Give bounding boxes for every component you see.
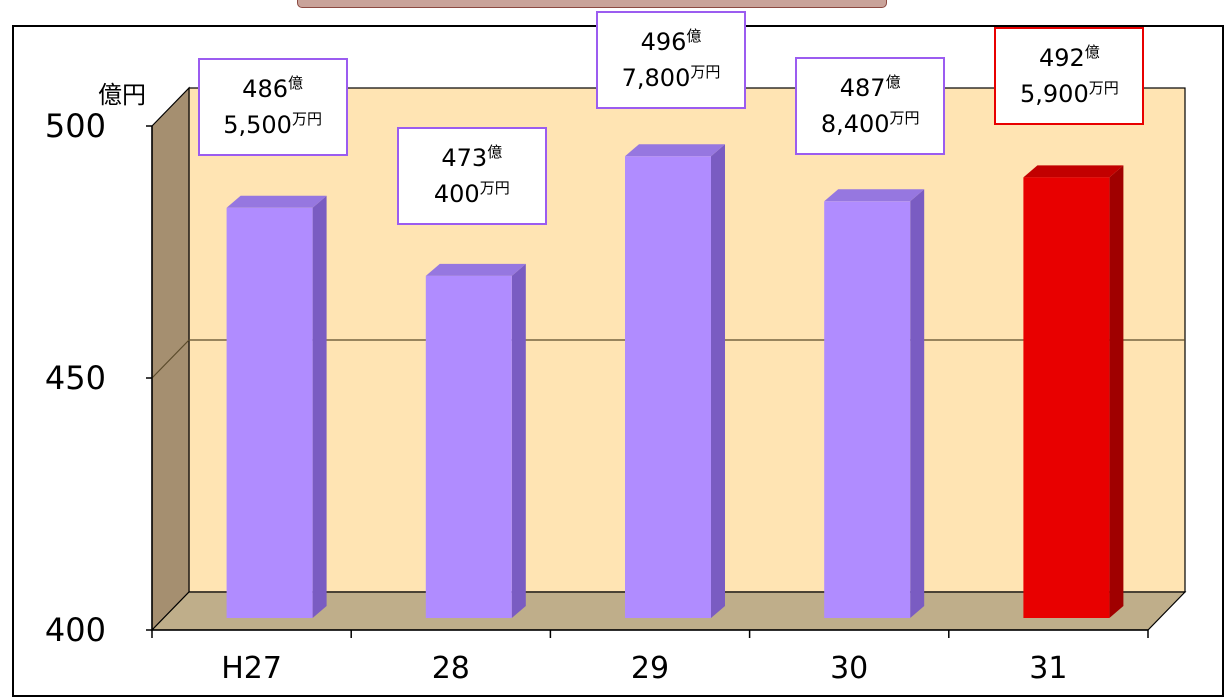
bar-side — [711, 144, 725, 618]
y-tick-label: 450 — [45, 359, 106, 397]
data-label: 487億 8,400万円 — [795, 57, 946, 155]
man-unit: 万円 — [690, 63, 721, 81]
data-label-oku: 496億 — [598, 24, 744, 60]
bar-top — [824, 189, 925, 202]
data-label-oku: 487億 — [797, 70, 943, 106]
oku-unit: 億 — [487, 143, 503, 161]
bar — [226, 195, 327, 618]
oku-unit: 億 — [686, 27, 702, 45]
bar-top — [625, 144, 725, 157]
oku-unit: 億 — [1084, 43, 1100, 61]
bar-front — [824, 201, 911, 618]
bar-highlighted — [1023, 165, 1124, 618]
bar — [425, 263, 526, 618]
data-label-man: 5,900万円 — [996, 76, 1142, 112]
bar-front — [625, 156, 711, 618]
bar-side — [910, 189, 925, 618]
axes: 400 450 500 H27 28 29 30 31 — [45, 107, 1149, 686]
data-label-man: 8,400万円 — [797, 106, 943, 142]
oku-value: 492 — [1038, 44, 1085, 72]
x-tick-label: 28 — [432, 651, 470, 686]
title-banner-edge — [297, 0, 887, 8]
data-label-oku: 473億 — [399, 140, 545, 176]
data-label-oku: 492億 — [996, 40, 1142, 76]
oku-value: 473 — [441, 144, 488, 172]
bar-front — [226, 207, 313, 618]
man-unit: 万円 — [479, 179, 510, 197]
gridline-depth — [151, 339, 190, 379]
bar-top — [226, 195, 327, 208]
man-unit: 万円 — [889, 109, 920, 127]
bar-front — [1023, 177, 1110, 618]
bar-side — [312, 195, 327, 618]
y-tick-label: 400 — [45, 611, 106, 649]
oku-unit: 億 — [885, 73, 901, 91]
man-value: 5,900 — [1020, 80, 1089, 108]
bar-side — [511, 263, 526, 618]
x-tick-label: 31 — [1029, 651, 1067, 686]
man-value: 5,500 — [223, 111, 292, 139]
bars — [226, 144, 1124, 618]
y-tick-label: 500 — [45, 107, 106, 145]
data-label: 473億 400万円 — [396, 127, 547, 225]
data-label: 486億 5,500万円 — [197, 58, 348, 156]
x-tick-label: H27 — [221, 651, 282, 686]
oku-value: 487 — [839, 74, 886, 102]
bar-front — [425, 275, 512, 618]
bar — [625, 144, 725, 618]
data-label: 492億 5,900万円 — [994, 27, 1145, 125]
oku-value: 496 — [640, 28, 687, 56]
bar — [824, 189, 925, 618]
data-label-oku: 486億 — [200, 71, 346, 107]
data-label: 496億 7,800万円 — [596, 11, 746, 109]
x-tick-label: 30 — [830, 651, 868, 686]
man-value: 400 — [433, 180, 480, 208]
man-value: 8,400 — [820, 110, 890, 138]
bar-side — [1109, 165, 1124, 618]
oku-value: 486 — [242, 75, 288, 103]
data-label-man: 400万円 — [399, 176, 545, 212]
bar-top — [1023, 165, 1124, 178]
man-value: 7,800 — [621, 64, 691, 92]
y-axis-unit-label: 億円 — [98, 81, 146, 109]
data-label-man: 7,800万円 — [598, 60, 744, 96]
data-label-man: 5,500万円 — [200, 107, 346, 143]
bar-top — [425, 263, 526, 276]
man-unit: 万円 — [291, 110, 322, 128]
man-unit: 万円 — [1088, 79, 1119, 97]
x-tick-label: 29 — [631, 651, 669, 686]
oku-unit: 億 — [287, 74, 303, 92]
